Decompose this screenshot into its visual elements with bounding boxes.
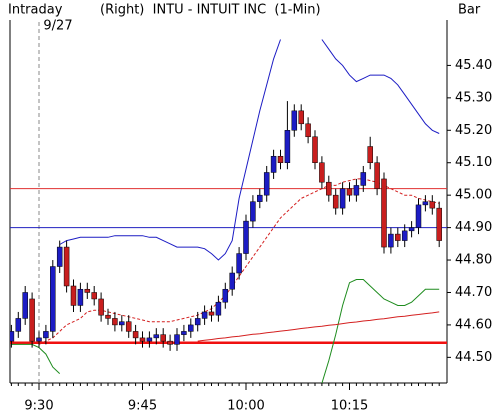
y-tick-label: 45.20 (455, 123, 492, 138)
candle-body (305, 123, 311, 138)
candle-body (22, 292, 28, 319)
candle-body (77, 288, 84, 306)
candle-body (284, 130, 291, 163)
candle-body (401, 230, 408, 241)
candle-body (56, 246, 63, 267)
candle-body (270, 155, 277, 173)
y-tick-label: 45.00 (455, 188, 492, 203)
candle-body (298, 110, 304, 125)
candle-body (319, 162, 325, 183)
overlay-line (11, 279, 440, 383)
candle-body (415, 204, 422, 228)
candle-body (326, 181, 332, 196)
candle-body (360, 172, 367, 186)
candle-body (91, 292, 97, 300)
overlay-line (59, 39, 440, 261)
plot-area (10, 39, 447, 383)
chart-title: (Right) INTU - INTUIT INC (1-Min) (100, 3, 321, 18)
candle-body (10, 331, 15, 342)
left-label: Intraday (8, 3, 63, 18)
candle-body (63, 246, 70, 287)
candle-body (353, 185, 360, 196)
candle-body (346, 188, 353, 196)
x-tick-label: 10:15 (331, 399, 368, 414)
candle-body (29, 298, 35, 342)
candle-body (112, 318, 118, 326)
candle-body (429, 201, 436, 209)
candle-body (70, 285, 77, 306)
candle-body (312, 136, 318, 163)
candle-body (84, 288, 91, 293)
candle-body (381, 178, 387, 248)
overlay-line (197, 311, 440, 342)
candle-body (125, 321, 132, 332)
candle-body (229, 272, 235, 290)
candle-body (132, 331, 139, 339)
candle-body (222, 288, 229, 303)
candle-body (422, 201, 429, 206)
candle-body (98, 298, 104, 316)
candle-body (139, 337, 146, 342)
overlay-line (38, 178, 440, 345)
candle-body (119, 321, 125, 326)
y-tick-label: 44.60 (455, 317, 492, 332)
candle-body (15, 318, 22, 332)
candle-body (243, 220, 249, 254)
candle-body (201, 311, 208, 319)
candle-body (105, 314, 111, 319)
y-tick-label: 45.10 (455, 155, 492, 170)
candle-body (208, 311, 215, 316)
candle-body (277, 155, 284, 163)
y-tick-label: 45.40 (455, 58, 492, 73)
date-label: 9/27 (43, 19, 72, 34)
candle-body (236, 253, 242, 274)
candle-body (250, 201, 256, 222)
candle-body (194, 318, 201, 326)
candle-body (257, 194, 263, 202)
y-tick-label: 45.30 (455, 90, 492, 105)
candle-body (167, 340, 173, 345)
right-label: Bar (458, 3, 481, 18)
y-tick-label: 44.80 (455, 253, 492, 268)
candle-body (291, 110, 298, 131)
candle-body (50, 266, 56, 332)
x-tick-label: 10:00 (227, 399, 264, 414)
candle-body (146, 337, 153, 342)
candle-body (388, 233, 394, 248)
y-tick-label: 44.90 (455, 220, 492, 235)
y-tick-label: 44.70 (455, 285, 492, 300)
candle-body (181, 331, 187, 335)
candle-body (188, 324, 194, 332)
candle-body (367, 146, 373, 163)
candle-body (160, 334, 166, 342)
candle-body (263, 172, 270, 196)
candle-body (215, 301, 222, 316)
candle-body (395, 233, 401, 241)
y-tick-label: 44.50 (455, 350, 492, 365)
candle-body (436, 207, 442, 241)
candle-body (339, 188, 346, 209)
candle-body (36, 337, 42, 342)
candle-body (374, 162, 380, 189)
candle-body (408, 227, 415, 232)
candle-body (174, 334, 180, 345)
x-tick-label: 9:30 (24, 399, 53, 414)
candle-body (332, 194, 339, 209)
candle-body (43, 331, 49, 339)
x-tick-label: 9:45 (128, 399, 157, 414)
candle-body (153, 334, 160, 339)
